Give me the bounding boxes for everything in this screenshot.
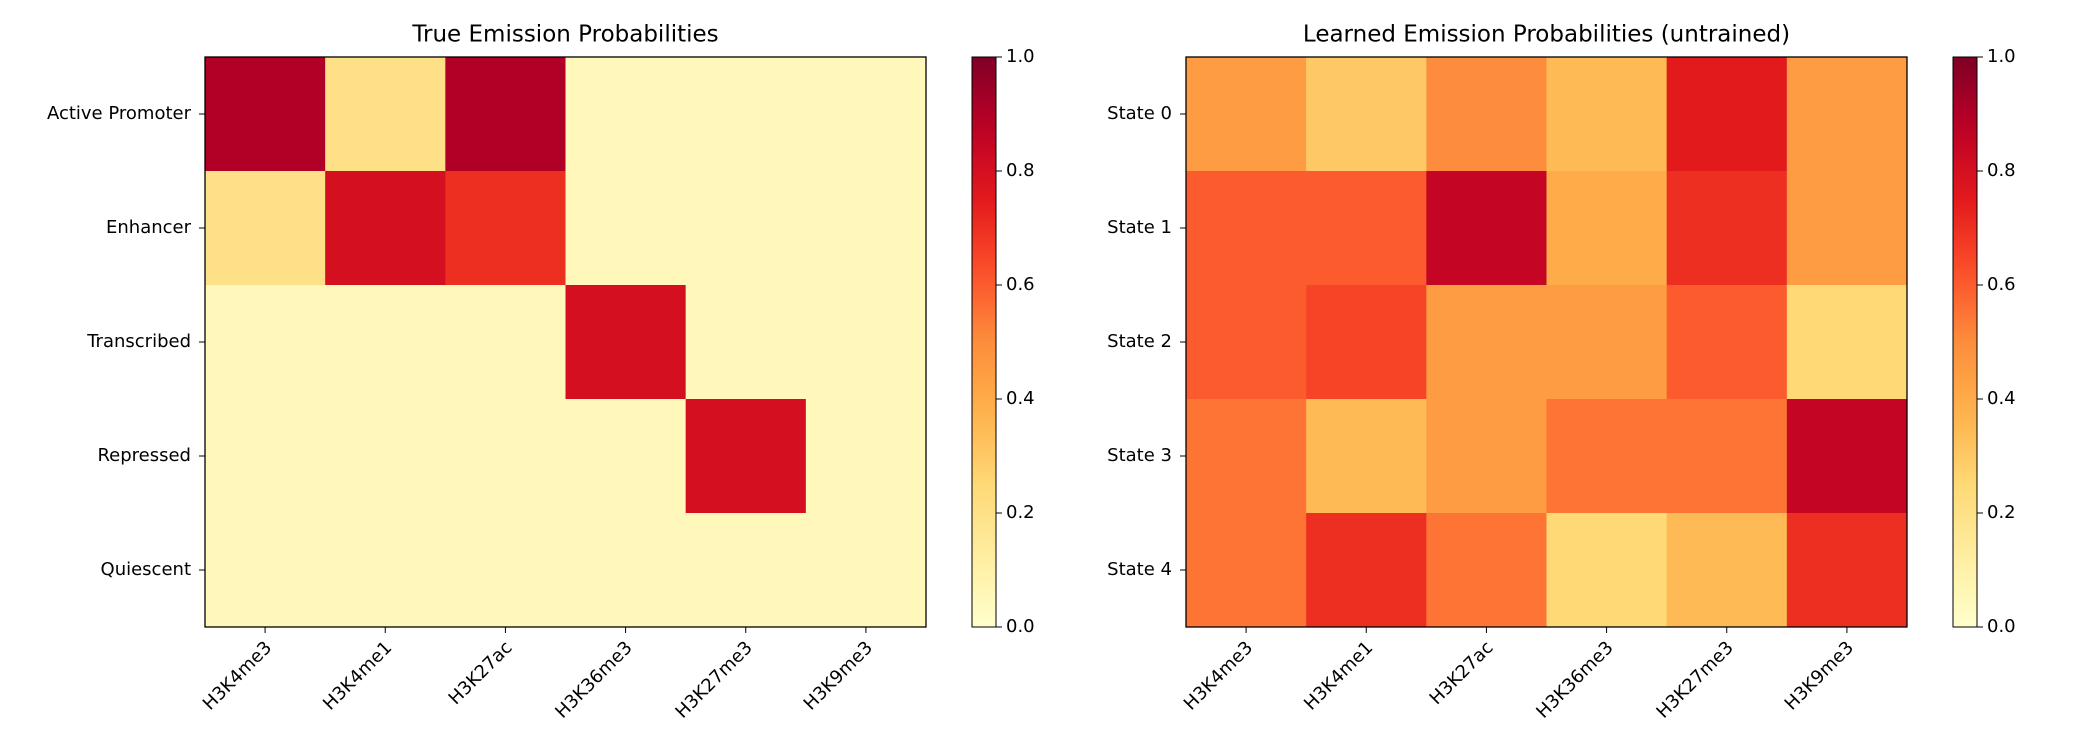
colorbar — [1952, 56, 1978, 628]
colorbar-tick-label: 0.0 — [1987, 616, 2016, 637]
colorbar-tick-label: 1.0 — [1006, 46, 1035, 67]
heatmap-cell — [685, 513, 807, 628]
chart-title: Learned Emission Probabilities (untraine… — [1303, 22, 1790, 48]
colorbar-tick-label: 0.8 — [1987, 160, 2016, 181]
heatmap-cell — [1186, 399, 1307, 514]
heatmap-cell — [205, 57, 326, 172]
x-tick-label: H3K27ac — [445, 637, 517, 709]
heatmap-cell — [325, 57, 446, 172]
heatmap-cell — [805, 399, 927, 514]
x-tick-label: H3K4me3 — [199, 637, 276, 714]
x-tick-label: H3K27me3 — [671, 637, 756, 722]
heatmap-cell — [1306, 171, 1427, 286]
heatmap-cell — [805, 285, 927, 400]
heatmap-cell — [1306, 57, 1427, 172]
y-tick-label: State 1 — [1107, 217, 1172, 238]
y-tick-label: State 2 — [1107, 331, 1172, 352]
heatmap-cell — [1666, 285, 1788, 400]
heatmap-cell — [1426, 399, 1547, 514]
heatmap-cell — [445, 513, 566, 628]
x-tick-label: H3K9me3 — [1781, 637, 1858, 714]
heatmap-cell — [565, 285, 687, 400]
heatmap-cell — [1546, 171, 1668, 286]
colorbar-tick-label: 0.4 — [1006, 388, 1035, 409]
heatmap-cell — [1546, 57, 1668, 172]
heatmap-cell — [1186, 171, 1307, 286]
colorbar-tick-label: 0.8 — [1006, 160, 1035, 181]
colorbar-tick-label: 1.0 — [1987, 46, 2016, 67]
y-tick-label: Repressed — [97, 445, 191, 466]
colorbar-tick-label: 0.6 — [1006, 274, 1035, 295]
heatmap-cell — [1546, 285, 1668, 400]
heatmap-cell — [205, 285, 326, 400]
colorbar-tick-label: 0.4 — [1987, 388, 2016, 409]
heatmap-cell — [805, 513, 927, 628]
heatmap-cell — [1306, 513, 1427, 628]
x-tick-label: H3K4me1 — [1300, 637, 1377, 714]
heatmap-cell — [1426, 171, 1547, 286]
heatmap-cell — [325, 399, 446, 514]
heatmap-cell — [205, 399, 326, 514]
y-tick-label: Quiescent — [101, 559, 191, 580]
heatmap-cell — [1306, 399, 1427, 514]
heatmap-cell — [685, 171, 807, 286]
heatmap-cell — [685, 57, 807, 172]
heatmap-cell — [325, 513, 446, 628]
heatmap-cell — [565, 513, 687, 628]
heatmap-cell — [1546, 399, 1668, 514]
x-tick-label: H3K36me3 — [551, 637, 636, 722]
heatmap-cell — [445, 171, 566, 286]
y-tick-label: Active Promoter — [47, 103, 192, 124]
colorbar-tick-label: 0.6 — [1987, 274, 2016, 295]
colorbar-tick-label: 0.2 — [1987, 502, 2016, 523]
heatmap-cell — [1786, 399, 1908, 514]
y-tick-label: State 3 — [1107, 445, 1172, 466]
x-tick-label: H3K36me3 — [1532, 637, 1617, 722]
heatmap-cell — [325, 171, 446, 286]
heatmap-cell — [1186, 513, 1307, 628]
x-tick-label: H3K27me3 — [1652, 637, 1737, 722]
heatmap-cell — [445, 57, 566, 172]
y-tick-label: Enhancer — [106, 217, 192, 238]
y-tick-label: Transcribed — [86, 331, 191, 352]
heatmap-cell — [1186, 57, 1307, 172]
heatmap-cell — [445, 399, 566, 514]
heatmap-cell — [1666, 171, 1788, 286]
heatmap-cell — [1666, 399, 1788, 514]
heatmap-cell — [805, 171, 927, 286]
x-tick-label: H3K4me3 — [1180, 637, 1257, 714]
heatmap-cell — [205, 513, 326, 628]
heatmap-cell — [325, 285, 446, 400]
colorbar — [971, 56, 997, 628]
heatmap-cell — [1426, 285, 1547, 400]
heatmap-cell — [1306, 285, 1427, 400]
heatmap-cell — [685, 399, 807, 514]
heatmap-cell — [1786, 171, 1908, 286]
heatmap-cell — [565, 399, 687, 514]
heatmap-cell — [1426, 57, 1547, 172]
x-tick-label: H3K9me3 — [800, 637, 877, 714]
heatmap-cell — [1186, 285, 1307, 400]
heatmap-cell — [565, 57, 687, 172]
heatmap-cell — [1666, 513, 1788, 628]
heatmap-cell — [1426, 513, 1547, 628]
y-tick-label: State 0 — [1107, 103, 1172, 124]
colorbar-tick-label: 0.0 — [1006, 616, 1035, 637]
heatmap-cell — [1546, 513, 1668, 628]
x-tick-label: H3K27ac — [1426, 637, 1498, 709]
heatmap-cell — [1786, 285, 1908, 400]
heatmap-cell — [1786, 57, 1908, 172]
heatmap-cell — [805, 57, 927, 172]
heatmap-cell — [565, 171, 687, 286]
colorbar-tick-label: 0.2 — [1006, 502, 1035, 523]
heatmap-cell — [445, 285, 566, 400]
x-tick-label: H3K4me1 — [319, 637, 396, 714]
chart-title: True Emission Probabilities — [411, 22, 718, 48]
heatmap-cell — [685, 285, 807, 400]
heatmap-cell — [205, 171, 326, 286]
heatmap-cell — [1786, 513, 1908, 628]
heatmap-cell — [1666, 57, 1788, 172]
y-tick-label: State 4 — [1107, 559, 1172, 580]
